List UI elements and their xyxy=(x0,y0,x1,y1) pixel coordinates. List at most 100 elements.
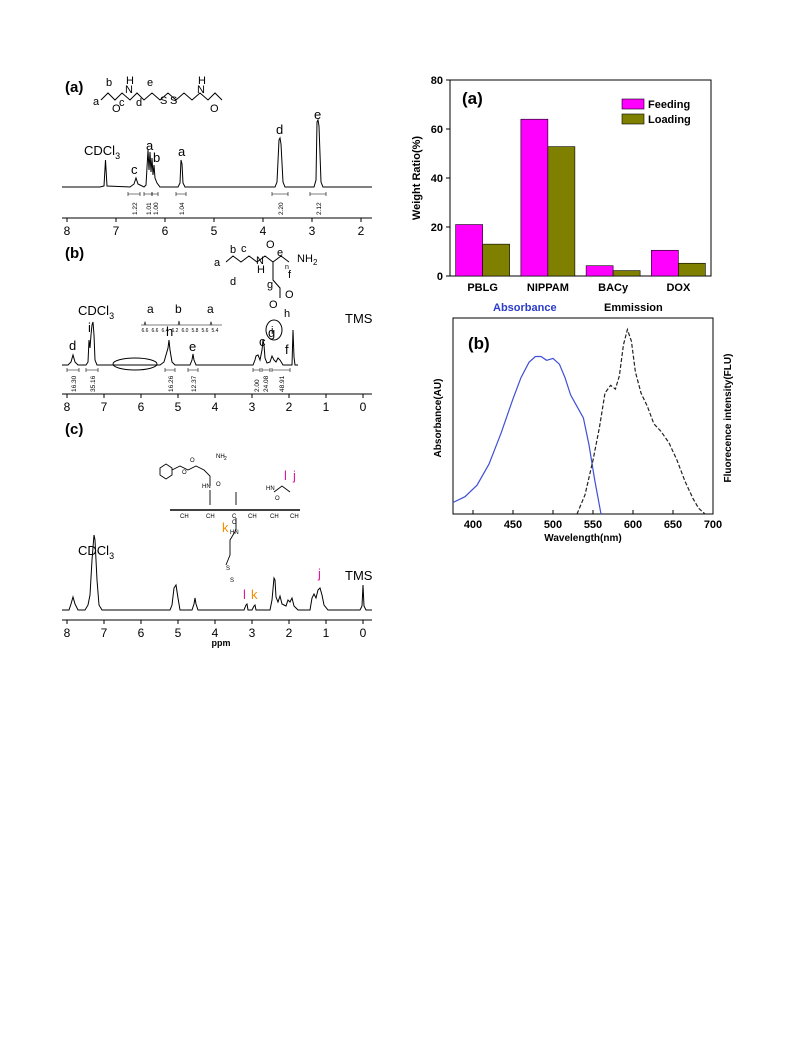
bar-xtick-label: BACy xyxy=(598,282,629,294)
struct-b-e: e xyxy=(277,247,283,259)
nmr-panel-b: (b) a b c e N H O NH 2 f d g O O h i n xyxy=(62,239,373,414)
inset-tick-6: 5.8 xyxy=(192,328,199,334)
struct-c-ch2: CH xyxy=(206,514,215,520)
bar-chart: (a) Weight Ratio(%) 0 20 40 60 80 PBLG NIPPAM… xyxy=(411,75,712,294)
struct-a-d: d xyxy=(136,97,142,109)
int-b-7: 48.91 xyxy=(279,375,286,392)
struct-b-o1: O xyxy=(266,239,275,251)
tick-c-3: 3 xyxy=(249,626,256,640)
struct-b-nh-sub: 2 xyxy=(313,258,318,267)
nmr-b-ellipse xyxy=(112,357,158,371)
bar-chart-ylabel: Weight Ratio(%) xyxy=(411,136,423,220)
tick-a-6: 6 xyxy=(162,224,169,238)
spectra-ylabel-right: Fluorecence intensity(FLU) xyxy=(723,354,734,483)
nmr-b-inset: a b a 6.6 6.6 6.4 6.2 6.0 5.8 5.6 5.4 xyxy=(141,302,222,334)
struct-b-i: i xyxy=(271,325,273,337)
struct-b-a: a xyxy=(214,257,221,269)
tick-c-1: 1 xyxy=(323,626,330,640)
peak-a-a1: a xyxy=(146,138,154,153)
nmr-b-structure xyxy=(225,255,290,341)
peak-a-d: d xyxy=(276,122,283,137)
bar-loading-nippam xyxy=(547,146,576,277)
struct-a-c: c xyxy=(119,97,125,109)
bar-loading-dox xyxy=(678,262,706,277)
struct-b-o3: O xyxy=(269,299,278,311)
inset-tick-1: 6.6 xyxy=(142,328,149,334)
bar-ytick-label: 0 xyxy=(437,271,443,283)
nmr-a-structure xyxy=(100,92,223,101)
peak-b-d: d xyxy=(69,338,76,353)
nmr-b-solvent: CDCl3 xyxy=(78,303,114,321)
struct-b-c: c xyxy=(241,243,247,255)
int-b-4: 12.37 xyxy=(191,375,198,392)
tick-a-3: 3 xyxy=(309,224,316,238)
struct-c-hn2: HN xyxy=(266,486,275,492)
int-b-2: 35.16 xyxy=(90,375,97,392)
struct-b-n-sub: n xyxy=(285,264,289,271)
struct-a-s1: S xyxy=(160,95,167,107)
bar-xtick-label: PBLG xyxy=(467,282,498,294)
spectra-xtick-label: 700 xyxy=(704,519,722,531)
tick-c-6: 6 xyxy=(138,626,145,640)
absorbance-line xyxy=(452,355,602,515)
bar-feeding-bacy xyxy=(585,265,614,277)
bar-xtick-label: DOX xyxy=(666,282,691,294)
struct-c-s2: S xyxy=(230,578,234,584)
inset-tick-2: 6.6 xyxy=(152,328,159,334)
nmr-a-solvent: CDCl3 xyxy=(84,143,120,161)
inset-tick-7: 5.6 xyxy=(202,328,209,334)
nmr-panel-c: (c) NH 2 O O HN O HN O HN CH CH CH C CH … xyxy=(62,421,373,648)
int-a-4: 1.04 xyxy=(179,202,186,215)
spectra-ylabel-left: Absorbance(AU) xyxy=(433,379,444,458)
nmr-c-label: (c) xyxy=(65,421,83,438)
nmr-c-solvent: CDCl3 xyxy=(78,543,114,561)
struct-c-c: C xyxy=(232,514,237,520)
tick-b-0: 0 xyxy=(360,400,367,414)
bar-ytick-label: 60 xyxy=(431,124,443,136)
emission-line xyxy=(576,327,706,515)
tick-b-8: 8 xyxy=(64,400,71,414)
struct-c-hn3: HN xyxy=(230,530,239,536)
struct-b-g: g xyxy=(267,279,273,291)
spectra-xtick-label: 400 xyxy=(464,519,482,531)
tick-c-0: 0 xyxy=(360,626,367,640)
peak-b-i: i xyxy=(88,320,91,335)
bar-legend: Feeding Loading xyxy=(621,98,691,126)
nmr-panel-a: (a) a b c d e O H N S S H N O CDCl3 c a … xyxy=(62,75,372,238)
tick-c-8: 8 xyxy=(64,626,71,640)
spectra-xtick-label: 600 xyxy=(624,519,642,531)
bar-feeding-dox xyxy=(651,249,679,277)
bar-feeding-pblg xyxy=(455,224,483,277)
tick-c-2: 2 xyxy=(286,626,293,640)
spectra-title-absorbance: Absorbance xyxy=(493,302,557,314)
int-a-3: 1.00 xyxy=(153,202,160,215)
struct-c-o4: O xyxy=(275,496,280,502)
struct-c-k: k xyxy=(222,520,229,535)
spectra-xtick-label: 650 xyxy=(664,519,682,531)
tick-b-5: 5 xyxy=(175,400,182,414)
inset-a1: a xyxy=(147,302,154,316)
tick-c-5: 5 xyxy=(175,626,182,640)
struct-b-o2: O xyxy=(285,289,294,301)
bar-ytick-label: 20 xyxy=(431,222,443,234)
spectra-chart: Absorbance Emmission (b) Absorbance(AU) … xyxy=(433,302,734,544)
struct-c-nh2-sub: 2 xyxy=(224,456,227,462)
nmr-c-spectrum xyxy=(62,534,372,611)
tick-c-4: 4 xyxy=(212,626,219,640)
legend-loading-swatch xyxy=(621,113,645,125)
struct-b-h2: h xyxy=(284,308,290,320)
peak-b-f: f xyxy=(285,342,289,357)
struct-a-s2: S xyxy=(170,95,177,107)
bar-chart-panel-label: (a) xyxy=(462,89,483,108)
int-b-6: 24.08 xyxy=(263,375,270,392)
inset-tick-5: 6.0 xyxy=(182,328,189,334)
peak-c-l: l xyxy=(243,587,246,602)
int-a-2: 1.01 xyxy=(146,202,153,215)
struct-c-ch5: CH xyxy=(290,514,299,520)
struct-c-o5: O xyxy=(232,520,237,526)
nmr-a-label: (a) xyxy=(65,79,83,96)
peak-a-c: c xyxy=(131,162,138,177)
struct-c-l: l xyxy=(284,468,287,483)
struct-c-s1: S xyxy=(226,566,230,572)
